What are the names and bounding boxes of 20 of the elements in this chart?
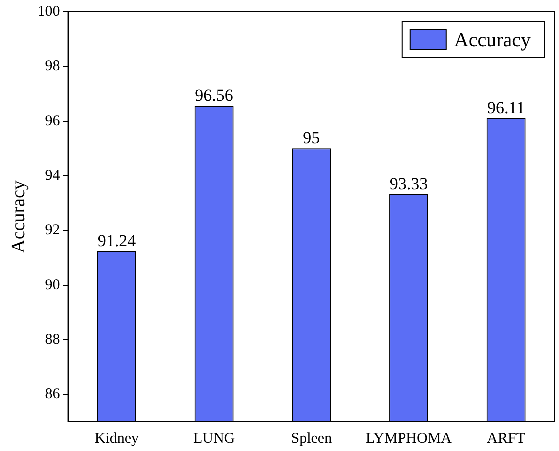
x-tick-label: ARFT xyxy=(487,430,526,447)
x-tick-label: Kidney xyxy=(94,430,140,447)
legend-label: Accuracy xyxy=(454,29,532,52)
x-tick-label: LUNG xyxy=(193,430,236,447)
data-label: 96.11 xyxy=(488,98,526,118)
y-tick-label: 86 xyxy=(45,386,61,403)
y-axis-title: Accuracy xyxy=(8,180,30,254)
data-label: 95 xyxy=(303,128,320,148)
data-label: 91.24 xyxy=(98,231,137,250)
y-tick-label: 90 xyxy=(45,277,60,294)
data-label: 96.56 xyxy=(195,86,234,105)
data-label: 93.33 xyxy=(390,174,428,194)
y-tick-label: 92 xyxy=(45,222,60,239)
y-tick-label: 94 xyxy=(45,168,61,184)
y-tick-label: 98 xyxy=(45,58,60,75)
y-tick-label: 88 xyxy=(45,332,60,348)
y-tick-label: 96 xyxy=(45,113,61,130)
x-tick-label: Spleen xyxy=(291,430,333,447)
y-tick-label: 100 xyxy=(38,4,60,20)
x-tick-label: LYMPHOMA xyxy=(366,430,452,447)
